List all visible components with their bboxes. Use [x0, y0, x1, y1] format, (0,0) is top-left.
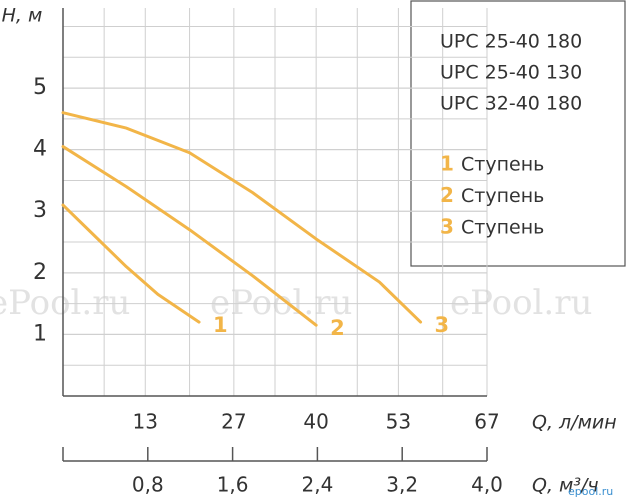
x2-tick-label: 4,0: [471, 473, 503, 497]
x-axis-label: Q, л/мин: [532, 412, 617, 434]
x2-tick-label: 1,6: [217, 473, 249, 497]
legend-box: [410, 0, 626, 267]
x-tick-label: 27: [221, 410, 246, 434]
legend-label: Ступень: [461, 185, 544, 207]
x2-tick-label: 0,8: [132, 473, 164, 497]
y-tick-label: 4: [33, 137, 47, 162]
legend-number: 1: [440, 152, 454, 176]
x2-tick-label: 3,2: [386, 473, 418, 497]
legend-number: 3: [440, 215, 454, 239]
x-tick-label: 40: [303, 410, 328, 434]
y-axis-label: H, м: [2, 5, 43, 27]
legend-label: Ступень: [461, 154, 544, 176]
watermark: ePool.ru: [450, 283, 592, 323]
curve: [61, 203, 201, 324]
x2-tick-label: 2,4: [301, 473, 333, 497]
curve-label: 1: [213, 313, 228, 337]
x-tick-label: 53: [386, 410, 411, 434]
y-tick-label: 3: [33, 198, 47, 223]
legend-model: UPC 25-40 180: [440, 31, 582, 53]
curve-label: 2: [330, 316, 345, 340]
watermark: ePool.ru: [0, 283, 130, 323]
x-tick-label: 67: [474, 410, 499, 434]
curve: [61, 145, 318, 327]
x-tick-label: 13: [133, 410, 158, 434]
legend-model: UPC 32-40 180: [440, 93, 582, 115]
curve: [61, 111, 423, 324]
y-tick-label: 1: [33, 321, 47, 346]
logo: epool.ru: [568, 485, 613, 498]
legend-label: Ступень: [461, 217, 544, 239]
x2-axis-label: Q, м³/ч: [532, 475, 599, 497]
y-tick-label: 5: [33, 75, 47, 100]
y-tick-label: 2: [33, 260, 47, 285]
legend-number: 2: [440, 183, 454, 207]
curve-label: 3: [435, 313, 450, 337]
legend-model: UPC 25-40 130: [440, 62, 582, 84]
